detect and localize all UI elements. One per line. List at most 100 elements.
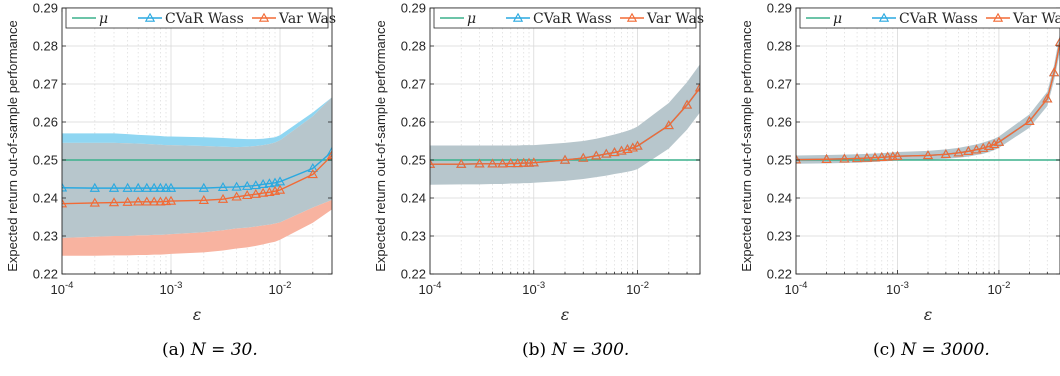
var-marker	[505, 158, 516, 168]
var-marker	[165, 195, 177, 205]
cvar-marker	[250, 180, 261, 190]
series-lines	[796, 36, 1060, 164]
y-tick-label: 0.26	[767, 115, 792, 130]
y-tick-label: 0.24	[767, 191, 792, 206]
var-marker	[257, 187, 269, 197]
caption-b-label: (b)	[522, 340, 547, 360]
var-marker	[487, 158, 498, 168]
var-marker	[1024, 115, 1035, 125]
cvar-marker	[133, 182, 144, 192]
var-marker	[963, 145, 974, 155]
var-marker	[326, 150, 332, 160]
var-marker	[264, 186, 275, 196]
y-tick-label: 0.29	[767, 1, 792, 16]
cvar-marker	[165, 182, 177, 192]
cvar-marker	[108, 182, 120, 192]
var-marker	[141, 196, 152, 206]
var-marker	[250, 188, 261, 198]
cvar-marker	[160, 182, 172, 192]
var-marker	[274, 184, 286, 194]
var-marker	[971, 144, 982, 154]
x-tick-base: 10	[626, 282, 640, 297]
x-tick-label: 10-4	[419, 280, 442, 297]
caption-b: (b) N = 300.	[522, 340, 629, 360]
legend: μ CVaR Wass Var Was	[799, 8, 1060, 29]
y-tick-label: 0.26	[33, 115, 58, 130]
y-tick-label: 0.25	[401, 153, 426, 168]
series-lines	[430, 82, 700, 168]
x-tick-exponent: -3	[537, 280, 545, 291]
legend-label: Var Was	[1012, 11, 1060, 27]
y-tick-label: 0.27	[401, 77, 426, 92]
x-tick-exponent: -4	[433, 280, 441, 291]
caption-c-label: (c)	[873, 340, 896, 360]
var-marker	[217, 193, 229, 203]
var-line	[62, 154, 332, 205]
var-marker	[882, 151, 893, 161]
series-lines	[62, 146, 332, 208]
x-tick-label: 10-2	[269, 280, 292, 297]
var-marker	[198, 194, 209, 204]
x-tick-base: 10	[886, 282, 900, 297]
caption-c: (c) N = 3000.	[873, 340, 990, 360]
legend-label: CVaR Wass	[533, 11, 612, 27]
var-marker	[601, 148, 612, 158]
var-marker	[62, 198, 68, 208]
var-marker	[559, 154, 571, 164]
legend-marker	[258, 12, 270, 22]
var-marker	[869, 152, 881, 162]
cvar-marker	[62, 182, 68, 192]
x-tick-label: 10-3	[160, 280, 183, 297]
var-marker	[456, 158, 467, 168]
y-tick-label: 0.25	[33, 153, 58, 168]
var-marker	[694, 82, 700, 92]
var-marker	[430, 158, 436, 168]
var-marker	[876, 152, 887, 162]
grid	[796, 8, 1060, 274]
var-marker	[242, 190, 253, 200]
x-tick-exponent: -3	[174, 280, 182, 291]
var-marker	[89, 197, 100, 207]
var-marker	[616, 145, 627, 155]
cvar-band-upper	[62, 97, 332, 148]
var-marker	[632, 140, 643, 150]
y-tick-label: 0.22	[401, 267, 426, 282]
cvar-marker	[148, 182, 160, 192]
var-marker	[953, 147, 964, 157]
y-tick-label: 0.28	[401, 39, 426, 54]
var-marker	[839, 153, 850, 163]
legend-marker	[626, 12, 638, 22]
var-band-lower	[62, 199, 332, 256]
var-marker	[108, 197, 120, 207]
var-marker	[497, 158, 508, 168]
y-tick-label: 0.23	[767, 229, 792, 244]
legend: μ CVaR Wass Var Was	[433, 7, 704, 29]
y-tick-label: 0.24	[33, 191, 58, 206]
var-marker	[474, 158, 485, 168]
y-tick-label: 0.29	[33, 1, 58, 16]
y-tick-label: 0.29	[401, 1, 426, 16]
legend-label: CVaR Wass	[165, 11, 244, 27]
var-marker	[578, 152, 589, 162]
x-axis-label: ε	[561, 305, 570, 324]
bands	[430, 64, 700, 185]
x-tick-label: 10-3	[886, 280, 909, 297]
var-marker	[989, 139, 1000, 149]
overlap-band	[430, 64, 700, 185]
y-tick-label: 0.22	[33, 267, 58, 282]
x-tick-exponent: -4	[65, 280, 73, 291]
x-tick-exponent: -3	[900, 280, 908, 291]
cvar-marker	[257, 179, 269, 189]
legend-box	[799, 8, 1060, 29]
y-tick-label: 0.22	[767, 267, 792, 282]
var-marker	[148, 196, 160, 206]
x-tick-base: 10	[51, 282, 65, 297]
var-marker	[155, 196, 166, 206]
caption-c-math: N = 3000.	[901, 340, 990, 360]
caption-a: (a) N = 30.	[162, 340, 258, 360]
x-tick-label: 10-2	[987, 280, 1010, 297]
legend-box	[433, 7, 697, 29]
var-marker	[851, 153, 863, 163]
